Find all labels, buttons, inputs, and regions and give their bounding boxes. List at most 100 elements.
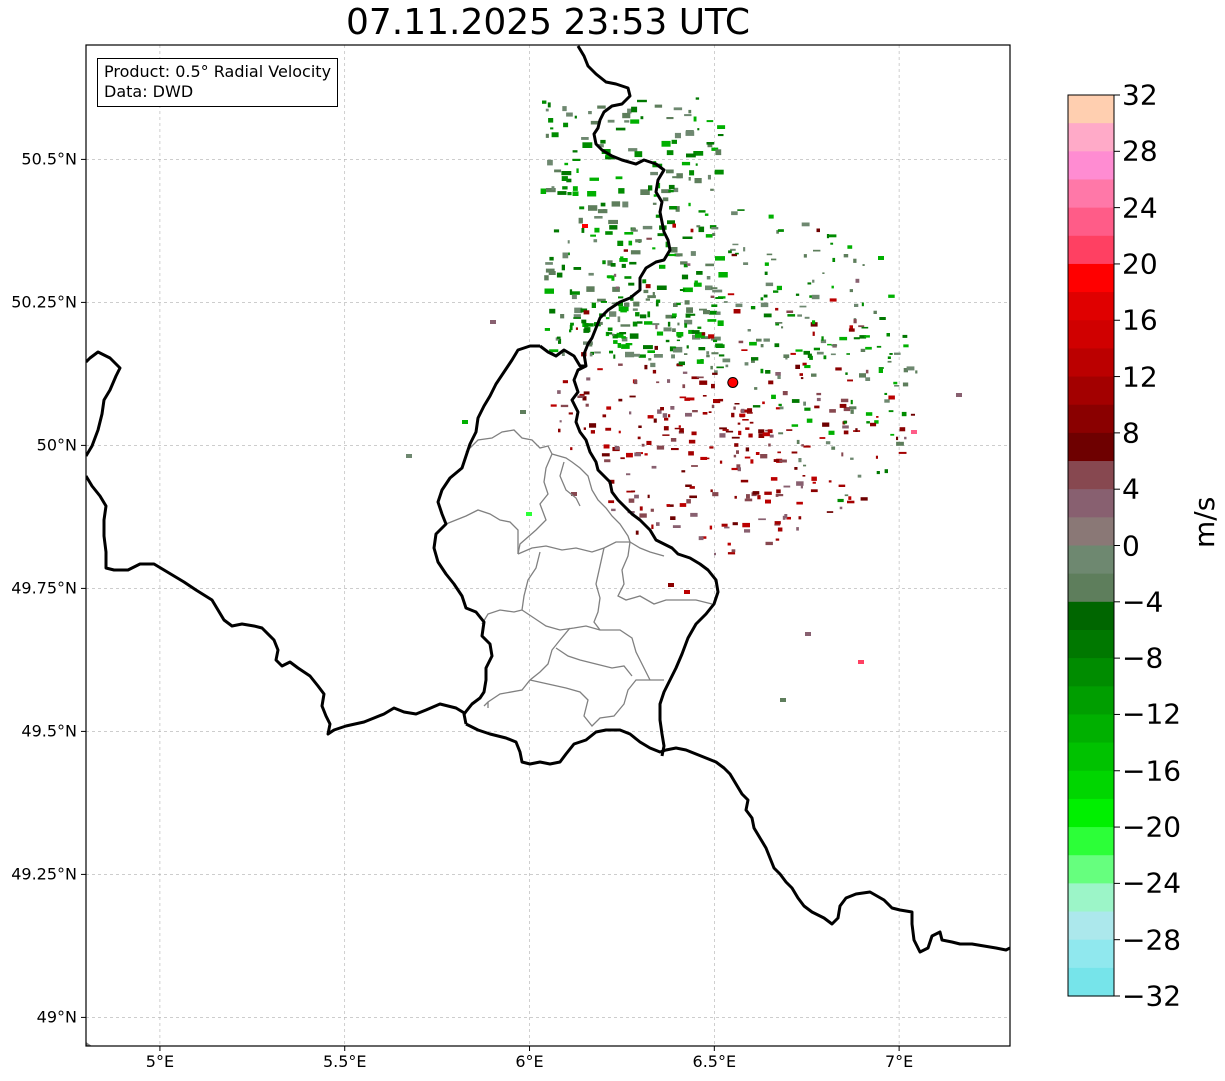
- radar-echo: [581, 137, 589, 140]
- lon-tick-label: 5.5°E: [322, 1052, 367, 1071]
- radar-echo: [804, 407, 811, 411]
- radar-echo: [715, 256, 725, 261]
- radar-echo: [647, 295, 656, 299]
- radar-echo: [625, 351, 635, 358]
- radar-echo: [725, 364, 729, 368]
- radar-echo: [731, 211, 738, 216]
- radar-echo: [780, 698, 786, 702]
- radar-echo: [739, 413, 746, 417]
- radar-echo: [764, 262, 769, 266]
- radar-echo: [568, 412, 573, 415]
- radar-echo: [603, 444, 610, 449]
- lon-tick-label: 5°E: [145, 1052, 175, 1071]
- radar-echo: [816, 228, 820, 233]
- radar-echo: [732, 243, 739, 246]
- radar-echo: [611, 201, 621, 207]
- colorbar-band: [1068, 489, 1114, 518]
- radar-echo: [686, 499, 691, 504]
- radar-echo: [784, 514, 788, 519]
- radar-echo: [714, 370, 718, 375]
- radar-echo: [627, 108, 632, 114]
- radar-echo: [896, 441, 904, 446]
- district-boundary: [517, 541, 665, 557]
- radar-echo: [597, 105, 606, 109]
- radar-echo: [742, 419, 749, 421]
- radar-echo: [811, 476, 817, 481]
- radar-echo: [634, 452, 641, 457]
- radar-echo: [777, 527, 783, 532]
- radar-echo: [803, 350, 810, 355]
- radar-echo: [572, 150, 578, 153]
- radar-echo: [752, 491, 760, 495]
- radar-echo: [651, 465, 657, 469]
- radar-echo: [561, 176, 568, 181]
- radar-echo: [618, 398, 623, 402]
- radar-echo: [646, 440, 652, 445]
- colorbar-band: [1068, 179, 1114, 209]
- colorbar-tick-label: −4: [1122, 585, 1164, 619]
- colorbar-tick-label: −32: [1122, 979, 1182, 1013]
- radar-echo: [700, 336, 711, 340]
- radar-echo: [640, 116, 644, 120]
- radar-echo: [608, 219, 618, 225]
- colorbar-tick-label: −20: [1122, 810, 1182, 844]
- radar-echo: [956, 393, 962, 397]
- radar-echo: [672, 525, 681, 528]
- radar-echo: [562, 106, 567, 112]
- country-borders: [86, 45, 1010, 954]
- radar-echo: [635, 312, 640, 317]
- lat-tick-label: 49.5°N: [21, 721, 77, 741]
- radar-echo: [688, 202, 691, 207]
- colorbar-band: [1068, 714, 1114, 744]
- colorbar-band: [1068, 573, 1114, 603]
- radar-echo: [775, 323, 780, 326]
- radar-echo: [816, 397, 821, 402]
- data-source-label: Data: DWD: [104, 82, 194, 101]
- colorbar-tick-label: −12: [1122, 697, 1182, 731]
- radar-echo: [803, 464, 807, 467]
- radar-echo: [652, 292, 655, 297]
- figure-title: 07.11.2025 23:53 UTC: [345, 2, 751, 43]
- radar-echo: [688, 313, 696, 316]
- radar-echo: [548, 118, 554, 123]
- radar-echo: [540, 188, 547, 194]
- radar-echo: [716, 366, 724, 369]
- radar-echo: [878, 368, 883, 373]
- radar-echo: [624, 276, 632, 279]
- radar-echo: [630, 353, 640, 357]
- radar-echo: [656, 331, 664, 336]
- radar-echo: [745, 447, 750, 452]
- radar-echo: [878, 367, 884, 369]
- radar-echo: [657, 233, 664, 237]
- radar-echo: [526, 512, 532, 516]
- radar-echo: [862, 264, 865, 266]
- radar-echo: [708, 411, 712, 413]
- radar-echo: [688, 439, 696, 444]
- radar-echo: [849, 289, 853, 293]
- radar-echo: [796, 481, 804, 486]
- colorbar-band: [1068, 686, 1114, 716]
- radar-echo: [670, 438, 677, 442]
- radar-echo: [737, 422, 741, 425]
- radar-echo: [711, 304, 718, 307]
- radar-echo: [648, 358, 652, 361]
- radar-echo: [710, 295, 715, 298]
- radar-echo: [688, 329, 694, 334]
- colorbar-tick-label: −16: [1122, 754, 1182, 788]
- radar-echo: [718, 272, 728, 278]
- radar-echo: [693, 282, 702, 287]
- radar-echo: [849, 325, 853, 329]
- radar-echo: [879, 317, 886, 320]
- radar-echo: [667, 220, 675, 225]
- radar-echo: [812, 331, 815, 336]
- radar-echo: [842, 425, 849, 429]
- radar-echo: [734, 443, 739, 447]
- radar-echo: [820, 339, 827, 344]
- radar-echo: [619, 258, 628, 262]
- radar-echo: [623, 249, 628, 252]
- radar-echo: [644, 364, 648, 370]
- radar-echo: [630, 250, 641, 255]
- radar-echo: [736, 450, 739, 454]
- radar-echo: [843, 430, 849, 435]
- radar-echo: [666, 169, 674, 174]
